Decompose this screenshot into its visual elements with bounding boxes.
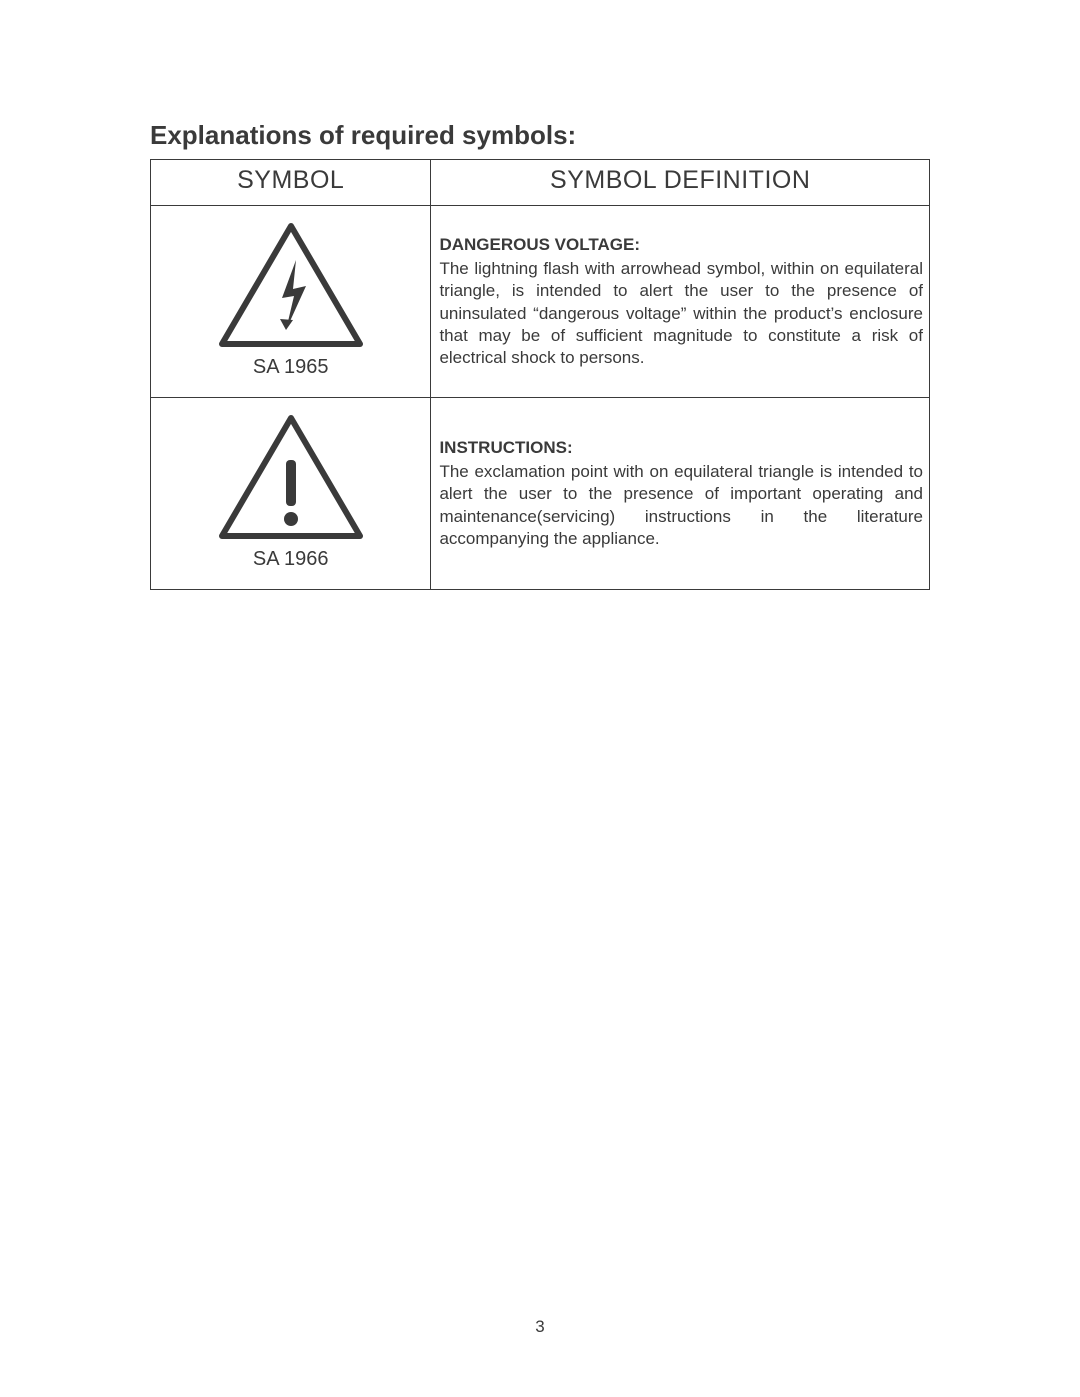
definition-cell: DANGEROUS VOLTAGE: The lightning flash w… bbox=[431, 206, 930, 398]
symbol-code: SA 1966 bbox=[161, 548, 420, 571]
symbol-code: SA 1965 bbox=[161, 356, 420, 379]
symbol-cell: SA 1965 bbox=[151, 206, 431, 398]
page-number: 3 bbox=[0, 1317, 1080, 1337]
definition-body: The lightning flash with arrowhead symbo… bbox=[439, 259, 923, 366]
header-definition: SYMBOL DEFINITION bbox=[431, 160, 930, 206]
definition-title: INSTRUCTIONS: bbox=[439, 437, 923, 459]
symbol-cell: SA 1966 bbox=[151, 398, 431, 590]
exclamation-triangle-icon bbox=[216, 412, 366, 542]
document-page: Explanations of required symbols: SYMBOL… bbox=[0, 0, 1080, 590]
definition-title: DANGEROUS VOLTAGE: bbox=[439, 234, 923, 256]
symbols-table: SYMBOL SYMBOL DEFINITION SA 1965 DANGERO… bbox=[150, 159, 930, 590]
table-header-row: SYMBOL SYMBOL DEFINITION bbox=[151, 160, 930, 206]
table-row: SA 1966 INSTRUCTIONS: The exclamation po… bbox=[151, 398, 930, 590]
definition-cell: INSTRUCTIONS: The exclamation point with… bbox=[431, 398, 930, 590]
header-symbol: SYMBOL bbox=[151, 160, 431, 206]
definition-body: The exclamation point with on equilatera… bbox=[439, 462, 923, 547]
table-row: SA 1965 DANGEROUS VOLTAGE: The lightning… bbox=[151, 206, 930, 398]
voltage-triangle-icon bbox=[216, 220, 366, 350]
page-title: Explanations of required symbols: bbox=[150, 120, 930, 151]
